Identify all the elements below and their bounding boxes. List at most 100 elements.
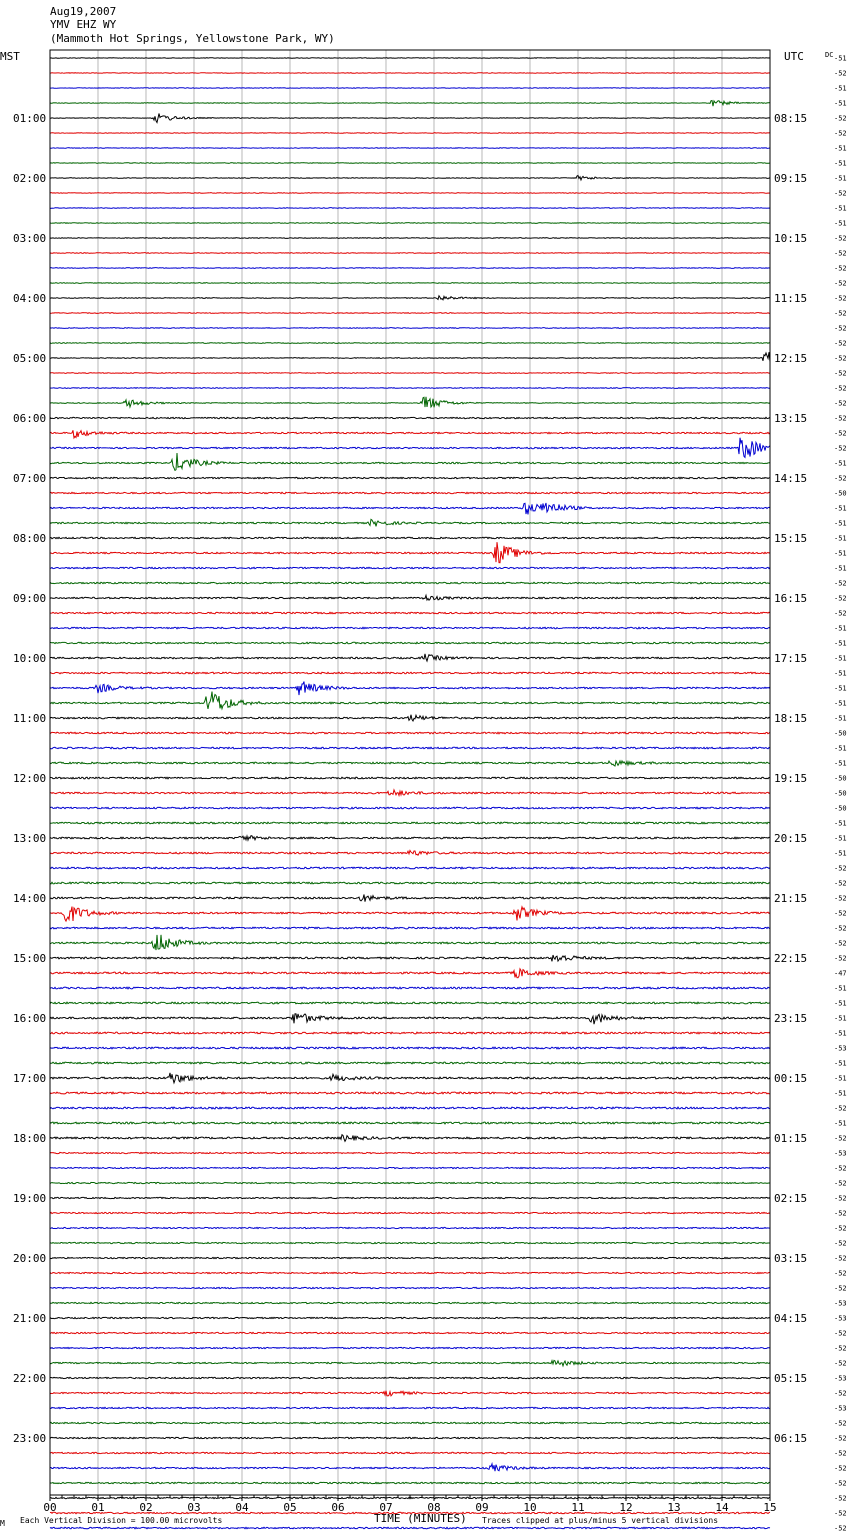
mst-hour-label: 16:00 — [13, 1012, 46, 1025]
seismic-trace — [49, 954, 771, 963]
dc-offset-label: -51 — [834, 1120, 847, 1128]
utc-hour-label: 00:15 — [774, 1072, 807, 1085]
dc-offset-label: -50 — [834, 730, 847, 738]
dc-offset-label: -52 — [834, 580, 847, 588]
utc-hour-label: 22:15 — [774, 952, 807, 965]
seismic-trace — [50, 1226, 771, 1230]
dc-offset-label: -52 — [834, 910, 847, 918]
dc-offset-label: -51 — [834, 655, 847, 663]
dc-offset-label: -52 — [834, 385, 847, 393]
seismic-trace — [49, 1001, 771, 1005]
dc-offset-label: -52 — [834, 1465, 847, 1473]
dc-offset-label: -52 — [834, 1345, 847, 1353]
x-tick-label: 01 — [91, 1501, 104, 1514]
dc-offset-label: -47 — [834, 970, 847, 978]
dc-offset-label: -52 — [834, 1495, 847, 1503]
utc-hour-label: 15:15 — [774, 532, 807, 545]
scale-note: Each Vertical Division = 100.00 microvol… — [20, 1516, 222, 1525]
seismic-trace — [49, 387, 771, 390]
seismic-trace — [49, 1061, 771, 1065]
x-tick-label: 15 — [763, 1501, 776, 1514]
utc-hour-label: 23:15 — [774, 1012, 807, 1025]
dc-offset-label: -52 — [834, 190, 847, 198]
dc-offset-label: -52 — [834, 445, 847, 453]
utc-label: UTC — [784, 50, 804, 63]
dc-offset-label: -51 — [834, 985, 847, 993]
x-tick-label: 09 — [475, 1501, 488, 1514]
dc-offset-label: -52 — [834, 1420, 847, 1428]
seismic-trace — [49, 1256, 771, 1260]
x-tick-label: 12 — [619, 1501, 632, 1514]
dc-offset-label: -52 — [834, 1210, 847, 1218]
seismic-trace — [49, 437, 771, 459]
dc-offset-label: -50 — [834, 790, 847, 798]
seismic-trace — [49, 671, 771, 675]
seismic-trace — [49, 1013, 771, 1025]
seismic-trace — [49, 581, 771, 585]
seismic-trace — [49, 1211, 771, 1215]
mst-hour-label: 19:00 — [13, 1192, 46, 1205]
x-tick-label: 04 — [235, 1501, 249, 1514]
seismic-trace — [49, 1358, 771, 1368]
seismic-trace — [49, 207, 771, 209]
seismic-trace — [49, 1389, 771, 1397]
dc-offset-label: -52 — [834, 955, 847, 963]
dc-offset-label: -51 — [834, 535, 847, 543]
seismic-trace — [49, 1331, 771, 1335]
utc-hour-label: 20:15 — [774, 832, 807, 845]
mst-hour-label: 18:00 — [13, 1132, 46, 1145]
x-axis-label: TIME (MINUTES) — [374, 1512, 467, 1525]
x-tick-label: 00 — [43, 1501, 56, 1514]
seismic-trace — [49, 611, 771, 615]
seismic-trace — [49, 491, 771, 495]
seismic-trace — [49, 476, 771, 480]
dc-offset-label: -51 — [834, 625, 847, 633]
trace-group — [49, 57, 771, 1530]
mst-hour-labels: 01:00 02:00 03:00 04:00 05:00 06:00 07:00 08:00… — [13, 112, 46, 1445]
mst-hour-label: 20:00 — [13, 1252, 46, 1265]
seismic-trace — [49, 1091, 771, 1095]
x-tick-label: 14 — [715, 1501, 729, 1514]
seismic-trace — [49, 1121, 771, 1125]
dc-offset-label: -52 — [834, 310, 847, 318]
seismic-trace — [49, 1031, 771, 1035]
seismic-trace — [49, 759, 771, 767]
mst-hour-label: 05:00 — [13, 352, 46, 365]
dc-offset-label: -53 — [834, 1150, 847, 1158]
dc-offset-label: -52 — [834, 355, 847, 363]
dc-offset-label: -51 — [834, 745, 847, 753]
dc-offset-label: -51 — [834, 55, 847, 63]
dc-offset-label: -52 — [834, 475, 847, 483]
dc-offset-label: -51 — [834, 160, 847, 168]
seismic-trace — [49, 57, 771, 59]
dc-offset-label: -51 — [834, 1090, 847, 1098]
seismic-trace — [49, 1346, 771, 1350]
seismic-trace — [49, 327, 771, 329]
mst-hour-label: 10:00 — [13, 652, 46, 665]
utc-hour-label: 14:15 — [774, 472, 807, 485]
seismic-trace — [49, 518, 771, 527]
dc-offset-label: -51 — [834, 505, 847, 513]
seismic-trace — [49, 99, 771, 107]
dc-offset-label: -52 — [834, 1270, 847, 1278]
utc-hour-label: 04:15 — [774, 1312, 807, 1325]
dc-offset-label: -52 — [834, 415, 847, 423]
seismic-trace — [49, 1181, 771, 1185]
dc-offset-labels: -51 -52 -51 -51 -52 -52 -51 -51 -51 -52 -51 -51 -52 -… — [834, 55, 847, 1533]
seismic-trace — [49, 776, 771, 780]
dc-offset-label: -52 — [834, 1330, 847, 1338]
seismic-trace — [49, 834, 771, 842]
dc-offset-label: -53 — [834, 1315, 847, 1323]
utc-hour-label: 10:15 — [774, 232, 807, 245]
seismic-trace — [49, 713, 771, 722]
seismic-trace — [49, 1406, 771, 1410]
dc-offset-label: -51 — [834, 175, 847, 183]
dc-offset-label: -52 — [834, 1525, 847, 1533]
dc-offset-label: -52 — [834, 1105, 847, 1113]
seismic-trace — [49, 593, 771, 602]
seismic-trace — [49, 536, 771, 540]
dc-offset-label: -52 — [834, 1180, 847, 1188]
seismic-trace — [49, 453, 771, 472]
mst-hour-label: 11:00 — [13, 712, 46, 725]
